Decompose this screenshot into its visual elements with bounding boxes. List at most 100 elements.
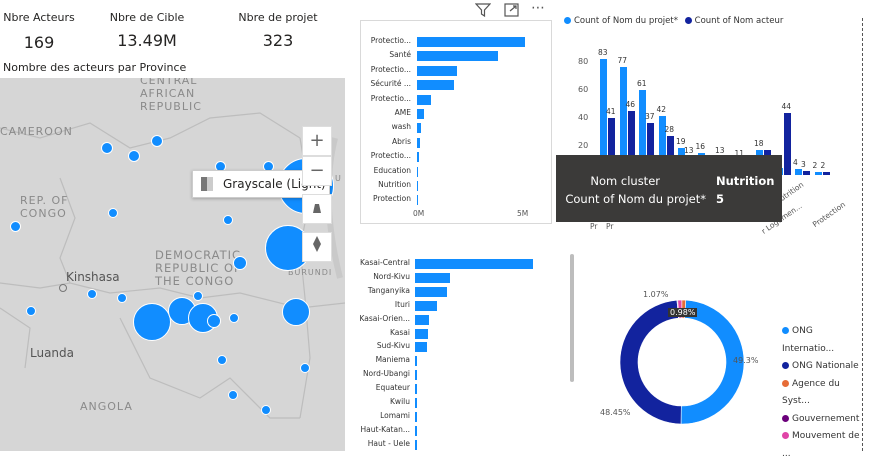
- province-bar-chart[interactable]: Kasai-Central Nord-Kivu Tanganyika Ituri Kas…: [345, 252, 570, 451]
- map-bubble[interactable]: [233, 256, 247, 270]
- map-bubble[interactable]: [87, 289, 97, 299]
- cluster-bar[interactable]: [417, 37, 525, 47]
- cluster-bar[interactable]: [417, 109, 424, 119]
- count-legend: Count of Nom du projet* Count of Nom act…: [564, 16, 783, 26]
- province-bar[interactable]: [415, 370, 417, 380]
- compass-button[interactable]: [302, 232, 332, 262]
- column-projet[interactable]: [795, 169, 802, 175]
- cluster-bar[interactable]: [417, 80, 454, 90]
- column-projet[interactable]: [815, 172, 822, 175]
- map-bubble[interactable]: [26, 306, 36, 316]
- donut-legend-dot-4: [782, 432, 789, 439]
- filter-button[interactable]: [475, 2, 491, 21]
- column-value-label: 41: [606, 107, 616, 116]
- cluster-category-label: Santé: [349, 50, 411, 59]
- province-bar[interactable]: [415, 412, 417, 422]
- zoom-in-button[interactable]: +: [302, 126, 332, 156]
- donut-slice[interactable]: [620, 300, 681, 424]
- cluster-bar[interactable]: [417, 181, 418, 191]
- province-bar[interactable]: [415, 273, 450, 283]
- more-options-button[interactable]: ⋯: [531, 0, 545, 16]
- legend-label-projet: Count of Nom du projet*: [574, 16, 678, 26]
- column-acteur[interactable]: [823, 172, 830, 175]
- province-bar[interactable]: [415, 342, 427, 352]
- province-bar[interactable]: [415, 315, 429, 325]
- map-label-angola: ANGOLA: [80, 400, 133, 413]
- map-bubble[interactable]: [217, 355, 227, 365]
- province-category-label: Tanganyika: [348, 286, 410, 295]
- donut-legend-item-1[interactable]: ONG Nationale: [782, 358, 860, 376]
- province-bar[interactable]: [415, 287, 447, 297]
- province-bar[interactable]: [415, 259, 533, 269]
- tooltip-label-2: Count of Nom du projet*: [565, 192, 706, 206]
- compass-icon: [312, 236, 322, 252]
- map-bubble[interactable]: [300, 363, 310, 373]
- cluster-bar[interactable]: [417, 123, 421, 133]
- focus-mode-button[interactable]: [504, 2, 519, 21]
- chart-tooltip: Nom cluster Nutrition Count of Nom du pr…: [556, 155, 782, 222]
- tilt-icon: [310, 202, 324, 214]
- map-bubble[interactable]: [207, 314, 221, 328]
- province-scrollbar[interactable]: [570, 254, 574, 382]
- kpi-projet-label: Nbre de projet: [223, 11, 333, 24]
- tilt-button[interactable]: [302, 194, 332, 224]
- province-category-label: Kasai-Orien...: [348, 314, 410, 323]
- donut-legend-item-3[interactable]: Gouvernement: [782, 411, 860, 429]
- province-category-label: Haut-Katan...: [348, 425, 410, 434]
- map-bubble[interactable]: [108, 208, 118, 218]
- cluster-bar-chart[interactable]: Protectio... Santé Protectio... Sécurité ..…: [360, 20, 552, 224]
- map-bubble[interactable]: [151, 135, 163, 147]
- cluster-bar[interactable]: [417, 195, 418, 205]
- focus-mode-icon: [504, 3, 519, 17]
- y-tick-40: 40: [578, 113, 588, 122]
- donut-legend-item-0[interactable]: ONG Internatio...: [782, 323, 860, 358]
- zoom-out-button[interactable]: −: [302, 156, 332, 186]
- donut-label-inner: 0.98%: [668, 308, 697, 317]
- map-bubble[interactable]: [117, 293, 127, 303]
- cluster-bar[interactable]: [417, 51, 498, 61]
- province-bar[interactable]: [415, 384, 417, 394]
- map-bubble[interactable]: [282, 298, 310, 326]
- tooltip-value-1: Nutrition: [716, 174, 774, 188]
- donut-legend-label-1: ONG Nationale: [792, 361, 859, 371]
- cluster-bar[interactable]: [417, 95, 431, 105]
- map-bubble[interactable]: [10, 221, 21, 232]
- map-bubble[interactable]: [261, 405, 271, 415]
- cluster-bar[interactable]: [417, 66, 457, 76]
- donut-chart[interactable]: 1.07% 0.98% 49.3% 48.45% ONG Internatio.…: [600, 280, 860, 451]
- province-bar[interactable]: [415, 301, 437, 311]
- province-bar[interactable]: [415, 329, 428, 339]
- donut-legend-label-4: Mouvement de ...: [782, 431, 860, 459]
- map-bubble[interactable]: [133, 303, 171, 341]
- column-value-label: 13: [684, 146, 694, 155]
- donut-legend-item-4[interactable]: Mouvement de ...: [782, 428, 860, 463]
- map-bubble[interactable]: [101, 142, 113, 154]
- province-map[interactable]: CENTRAL AFRICAN REPUBLIC CAMEROON REP. O…: [0, 78, 345, 451]
- map-bubble[interactable]: [229, 313, 239, 323]
- y-tick-20: 20: [578, 141, 588, 150]
- column-acteur[interactable]: [784, 113, 791, 175]
- cluster-bar[interactable]: [417, 152, 419, 162]
- map-title: Nombre des acteurs par Province: [3, 61, 186, 74]
- donut-legend-dot-1: [782, 362, 789, 369]
- column-value-label: 4: [793, 158, 798, 167]
- donut-legend-label-0: ONG Internatio...: [782, 326, 834, 354]
- province-bar[interactable]: [415, 426, 417, 436]
- province-category-label: Kasai: [348, 328, 410, 337]
- province-bar[interactable]: [415, 356, 417, 366]
- map-city-marker: [59, 284, 67, 292]
- column-acteur[interactable]: [803, 171, 810, 175]
- map-label-rep-congo: REP. OF CONGO: [20, 194, 110, 220]
- x-label-2: utrition: [778, 180, 805, 203]
- province-category-label: Ituri: [348, 300, 410, 309]
- cluster-bar[interactable]: [417, 138, 420, 148]
- donut-legend-item-2[interactable]: Agence du Syst...: [782, 376, 860, 411]
- map-bubble[interactable]: [128, 150, 140, 162]
- map-bubble[interactable]: [193, 291, 203, 301]
- tooltip-value-2: 5: [716, 192, 724, 206]
- province-bar[interactable]: [415, 440, 417, 450]
- cluster-bar[interactable]: [417, 167, 418, 177]
- map-bubble[interactable]: [228, 390, 238, 400]
- map-bubble[interactable]: [223, 215, 233, 225]
- province-bar[interactable]: [415, 398, 417, 408]
